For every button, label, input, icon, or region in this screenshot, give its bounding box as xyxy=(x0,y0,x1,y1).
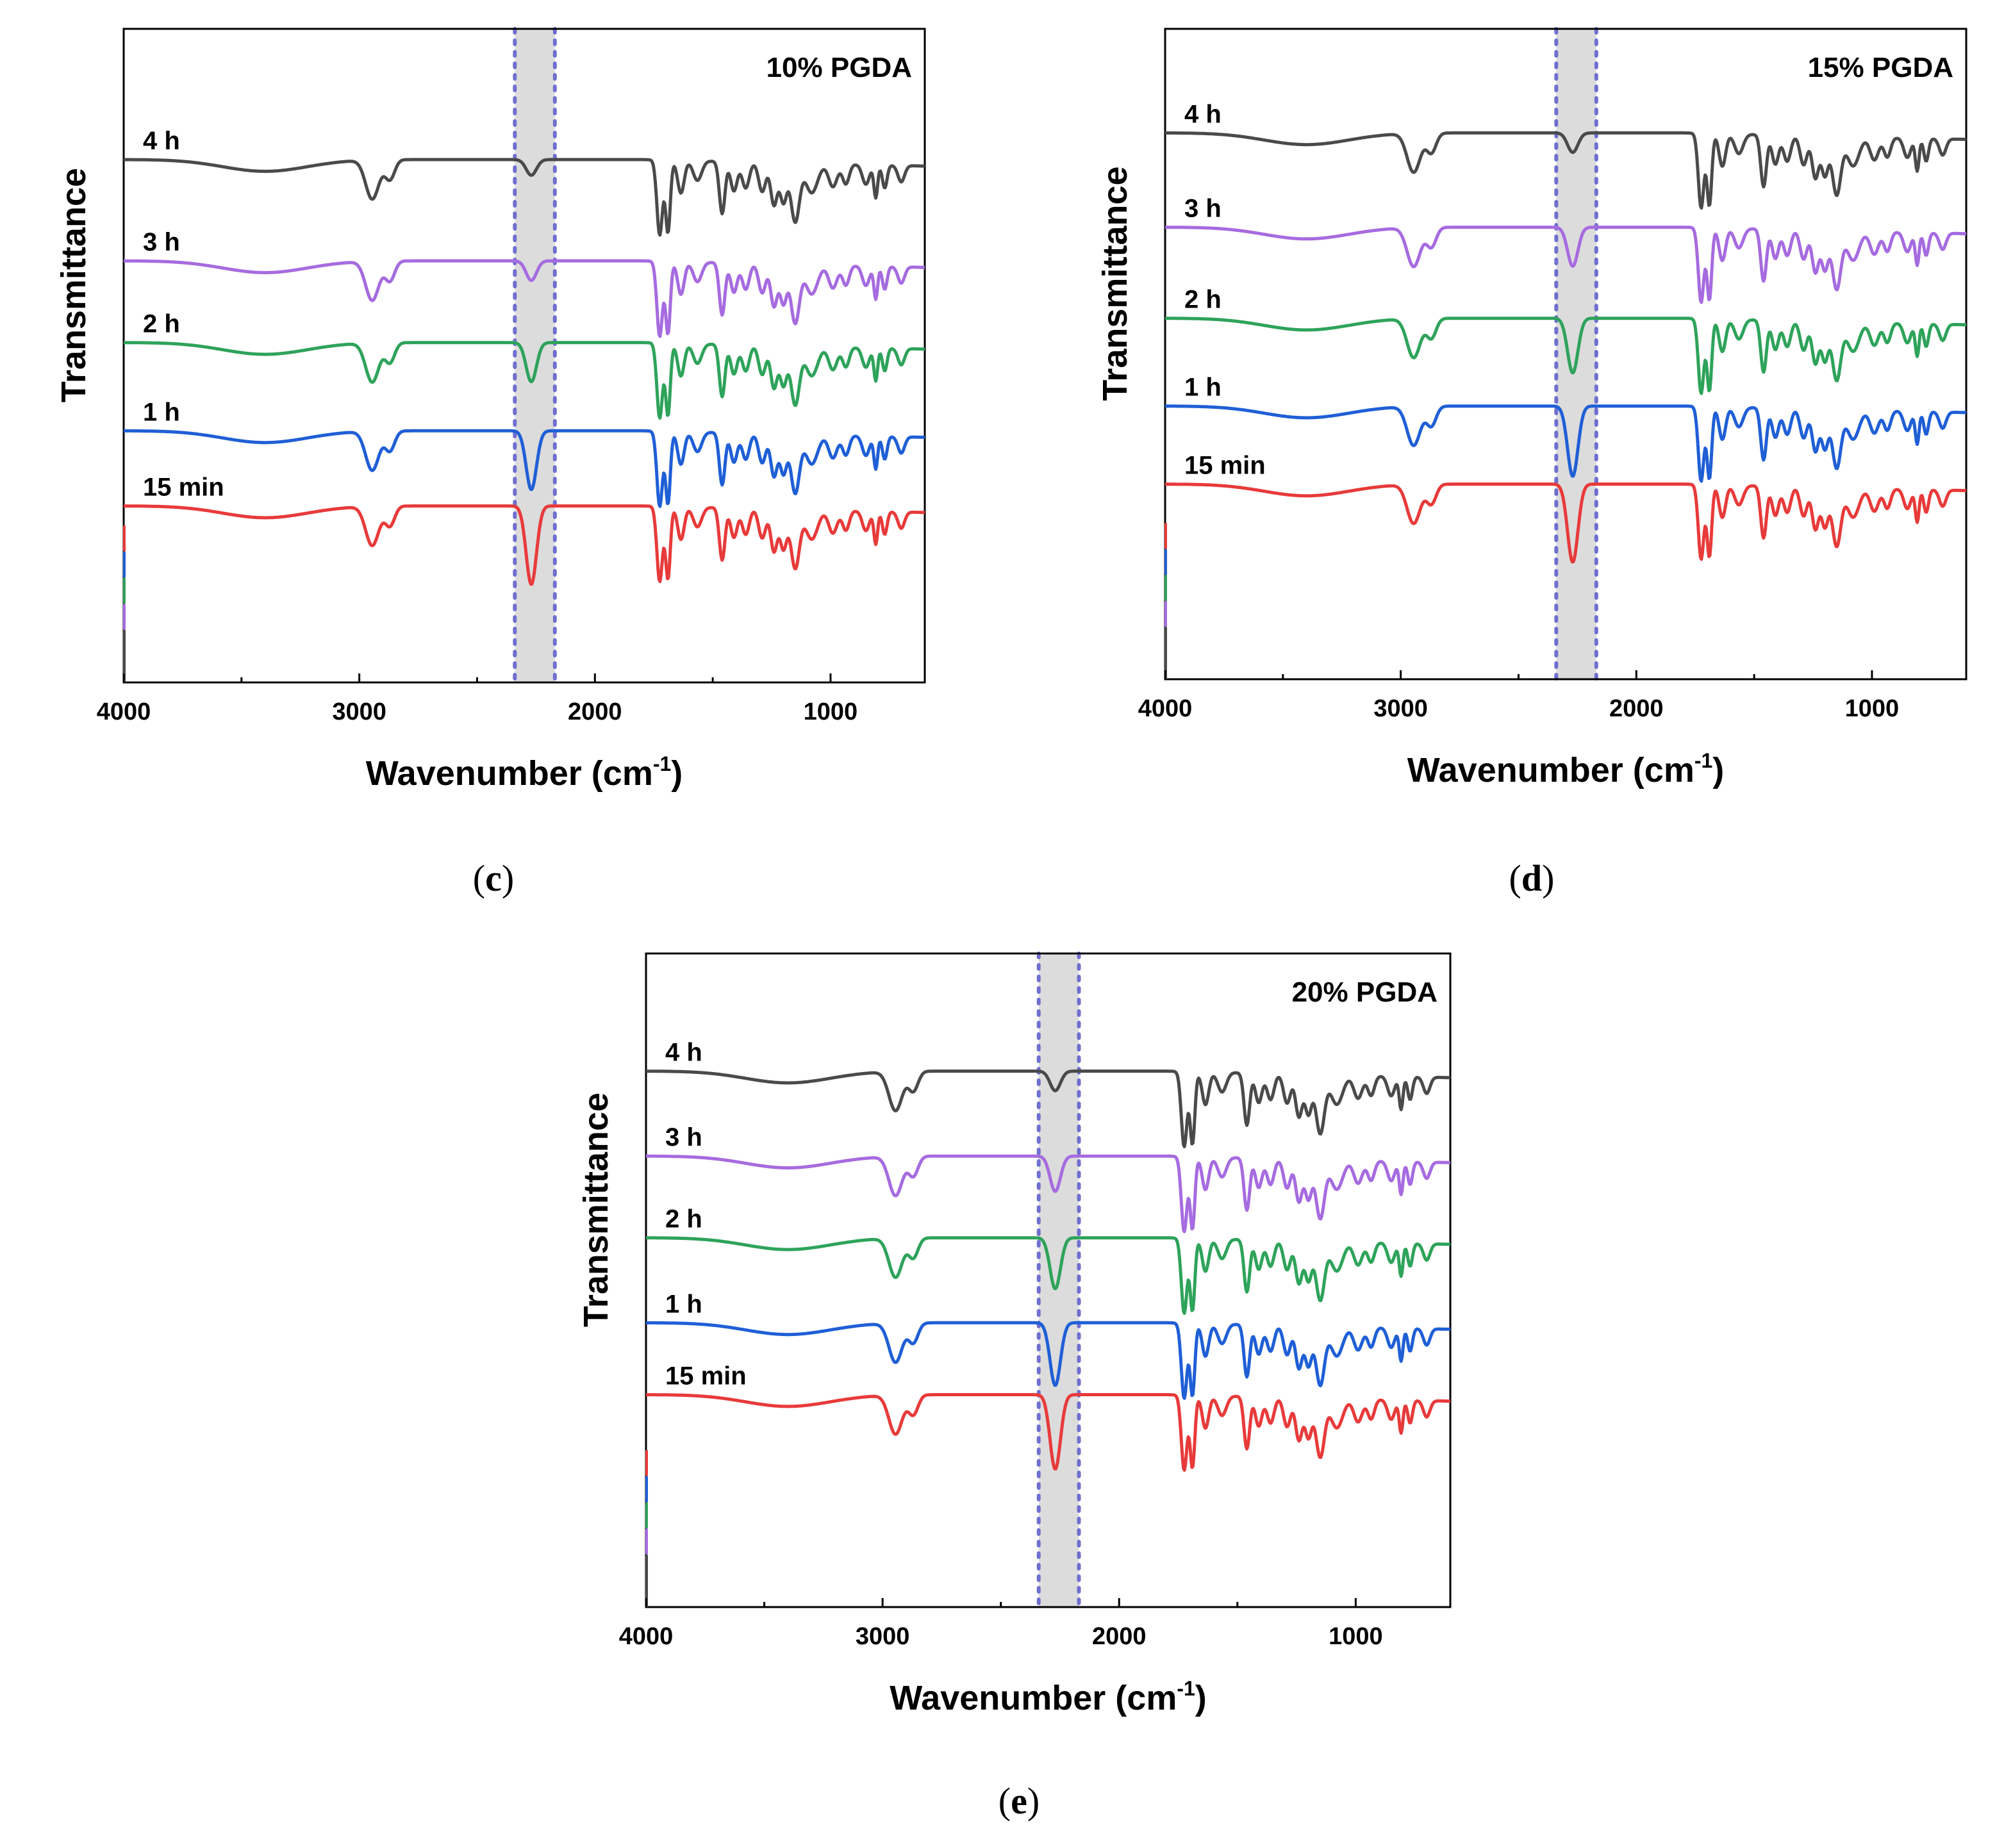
series-label: 3 h xyxy=(1184,195,1222,223)
x-tick-label: 4000 xyxy=(1138,695,1193,722)
panel-c-10pct-pgda: 4 h 3 h 2 h 1 h 15 min 10% PGDA 4000 3000 2000 10… xyxy=(54,27,926,899)
series-label: 3 h xyxy=(143,228,180,256)
x-tick-label: 3000 xyxy=(856,1623,910,1650)
series-line-1-h xyxy=(645,1321,1451,1400)
x-tick-label: 4000 xyxy=(619,1623,674,1650)
panel-e-20pct-pgda: 4 h 3 h 2 h 1 h 15 min 20% PGDA 4000 3000 2000 10… xyxy=(577,952,1452,1822)
series-line-4-h xyxy=(1164,131,1967,210)
x-tick-label: 3000 xyxy=(332,698,386,725)
series-line-4-h xyxy=(645,1069,1451,1148)
series-label: 1 h xyxy=(665,1290,702,1318)
x-tick-label: 2000 xyxy=(1609,695,1664,722)
y-axis-title: Transmittance xyxy=(577,1093,615,1327)
series-label: 4 h xyxy=(143,127,180,155)
panel-title: 15% PGDA xyxy=(1808,52,1953,83)
y-axis-title: Transmittance xyxy=(54,168,93,402)
series-line-3-h xyxy=(645,1154,1451,1233)
panel-d-15pct-pgda: 4 h 3 h 2 h 1 h 15 min 15% PGDA 4000 3000 2000 10… xyxy=(1096,27,1967,899)
series-label: 2 h xyxy=(665,1205,702,1233)
y-axis-title: Transmittance xyxy=(1096,166,1134,400)
panel-caption: (c) xyxy=(473,857,514,899)
panel-caption: (e) xyxy=(998,1780,1040,1822)
series-line-15-min xyxy=(123,504,925,586)
x-tick-label: 4000 xyxy=(97,698,151,725)
series-label: 1 h xyxy=(143,398,180,426)
panel-caption: (d) xyxy=(1509,857,1555,899)
series-label: 15 min xyxy=(143,474,224,502)
series-line-1-h xyxy=(123,429,925,508)
plot-frame xyxy=(645,952,1452,1608)
series-line-15-min xyxy=(645,1393,1451,1472)
x-tick-label: 1000 xyxy=(1845,695,1900,722)
x-tick-label: 3000 xyxy=(1373,695,1428,722)
series-label: 2 h xyxy=(143,310,180,338)
series-label: 3 h xyxy=(665,1123,702,1151)
nco-highlight-band xyxy=(515,29,555,682)
series-label: 15 min xyxy=(665,1362,747,1390)
series-line-2-h xyxy=(645,1236,1451,1316)
series-line-3-h xyxy=(123,259,925,338)
series-label: 1 h xyxy=(1184,374,1222,402)
series-line-15-min xyxy=(1164,483,1967,564)
series-line-2-h xyxy=(123,341,925,420)
x-tick-label: 2000 xyxy=(568,698,622,725)
x-axis-title: Wavenumber (cm-1) xyxy=(1407,749,1725,789)
series-line-3-h xyxy=(1164,226,1967,304)
series-line-2-h xyxy=(1164,317,1967,395)
x-tick-label: 1000 xyxy=(804,698,858,725)
plot-frame xyxy=(1164,28,1967,681)
series-label: 2 h xyxy=(1184,286,1222,314)
panel-title: 10% PGDA xyxy=(766,52,912,83)
panel-title: 20% PGDA xyxy=(1292,977,1437,1008)
series-label: 15 min xyxy=(1184,452,1266,480)
series-line-4-h xyxy=(123,158,925,237)
series-label: 4 h xyxy=(1184,100,1222,128)
x-tick-label: 1000 xyxy=(1329,1623,1383,1650)
series-label: 4 h xyxy=(665,1039,702,1067)
plot-frame xyxy=(122,28,926,684)
x-axis-title: Wavenumber (cm-1) xyxy=(890,1677,1207,1717)
x-tick-label: 2000 xyxy=(1092,1623,1147,1650)
series-line-1-h xyxy=(1164,404,1967,483)
x-axis-title: Wavenumber (cm-1) xyxy=(366,752,683,793)
